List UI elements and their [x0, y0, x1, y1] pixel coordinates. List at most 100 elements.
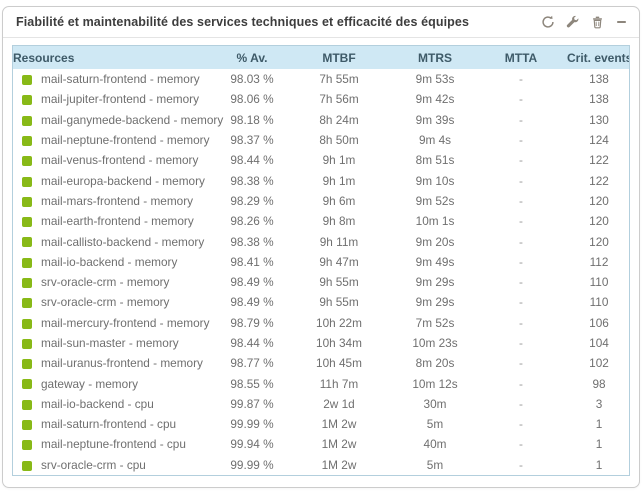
status-ok-icon	[22, 135, 32, 146]
status-ok-icon	[22, 420, 32, 431]
mtta-value: -	[519, 92, 523, 107]
crit-events-value: 138	[589, 92, 609, 107]
resource-name: mail-jupiter-frontend - memory	[41, 92, 199, 107]
table-row[interactable]: mail-neptune-frontend - cpu 99.94 % 1M 2…	[13, 434, 629, 454]
availability-table-container: Resources % Av. MTBF MTRS MTTA Crit. eve…	[12, 45, 630, 476]
mtbf-value: 11h 7m	[319, 376, 359, 391]
status-ok-icon	[22, 196, 32, 207]
crit-events-value: 124	[589, 133, 609, 148]
table-row[interactable]: mail-io-backend - memory 98.41 % 9h 47m …	[13, 252, 629, 272]
status-cell	[13, 110, 41, 130]
mtrs-value: 10m 1s	[415, 214, 455, 229]
table-row[interactable]: mail-saturn-frontend - memory 98.03 % 7h…	[13, 69, 629, 89]
crit-events-value: 102	[589, 356, 609, 371]
mtbf-value: 1M 2w	[321, 417, 357, 432]
column-header-mtrs[interactable]: MTRS	[395, 46, 475, 69]
mtta-value: -	[519, 295, 523, 310]
availability-value: 98.41 %	[230, 254, 274, 269]
resource-name: gateway - memory	[41, 376, 139, 391]
mtbf-value: 9h 11m	[319, 234, 359, 249]
delete-button[interactable]	[590, 14, 605, 30]
status-cell	[13, 353, 41, 373]
table-row[interactable]: srv-oracle-crm - cpu 99.99 % 1M 2w 5m - …	[13, 455, 629, 475]
mtbf-value: 9h 55m	[319, 275, 359, 290]
collapse-button[interactable]	[614, 14, 629, 30]
resource-name: mail-saturn-frontend - memory	[41, 72, 200, 87]
table-row[interactable]: mail-venus-frontend - memory 98.44 % 9h …	[13, 150, 629, 170]
crit-events-value: 130	[589, 112, 609, 127]
mtbf-value: 1M 2w	[321, 437, 357, 452]
wrench-icon	[566, 15, 580, 29]
refresh-button[interactable]	[540, 14, 556, 30]
column-header-mtbf[interactable]: MTBF	[283, 46, 395, 69]
column-header-resources[interactable]: Resources	[13, 46, 221, 69]
crit-events-value: 1	[595, 457, 603, 472]
column-header-availability[interactable]: % Av.	[221, 46, 283, 69]
table-row[interactable]: mail-jupiter-frontend - memory 98.06 % 7…	[13, 89, 629, 109]
crit-events-value: 104	[589, 336, 609, 350]
table-row[interactable]: gateway - memory 98.55 % 11h 7m 10m 12s …	[13, 373, 629, 393]
mtbf-value: 10h 45m	[316, 356, 362, 371]
table-row[interactable]: mail-mercury-frontend - memory 98.79 % 1…	[13, 313, 629, 333]
crit-events-value: 3	[595, 396, 603, 411]
status-cell	[13, 231, 41, 251]
mtbf-value: 9h 1m	[322, 153, 356, 168]
table-row[interactable]: srv-oracle-crm - memory 98.49 % 9h 55m 9…	[13, 292, 629, 312]
availability-value: 98.49 %	[230, 275, 274, 290]
table-row[interactable]: mail-io-backend - cpu 99.87 % 2w 1d 30m …	[13, 394, 629, 414]
mtrs-value: 10m 23s	[412, 336, 458, 350]
mtrs-value: 8m 20s	[415, 356, 455, 371]
status-ok-icon	[22, 237, 32, 248]
availability-value: 98.18 %	[230, 112, 274, 127]
table-row[interactable]: mail-saturn-frontend - cpu 99.99 % 1M 2w…	[13, 414, 629, 434]
mtta-value: -	[519, 417, 523, 432]
resource-name: srv-oracle-crm - memory	[41, 295, 170, 310]
resource-name: mail-io-backend - cpu	[41, 396, 154, 411]
mtbf-value: 9h 1m	[322, 173, 356, 188]
mtta-value: -	[519, 133, 523, 148]
mtrs-value: 9m 53s	[415, 72, 455, 87]
mtta-value: -	[519, 396, 523, 411]
status-cell	[13, 150, 41, 170]
availability-value: 98.06 %	[230, 92, 274, 107]
table-row[interactable]: mail-earth-frontend - memory 98.26 % 9h …	[13, 211, 629, 231]
crit-events-value: 120	[589, 214, 609, 229]
availability-value: 98.49 %	[230, 295, 274, 310]
mtta-value: -	[519, 315, 523, 330]
status-cell	[13, 69, 41, 89]
table-row[interactable]: mail-neptune-frontend - memory 98.37 % 8…	[13, 130, 629, 150]
mtbf-value: 10h 34m	[316, 336, 362, 350]
mtrs-value: 9m 4s	[418, 133, 452, 148]
table-row[interactable]: mail-mars-frontend - memory 98.29 % 9h 6…	[13, 191, 629, 211]
mtbf-value: 9h 8m	[322, 214, 356, 229]
table-row[interactable]: mail-ganymede-backend - memory 98.18 % 8…	[13, 110, 629, 130]
mtrs-value: 9m 29s	[415, 275, 455, 290]
configure-button[interactable]	[565, 14, 581, 30]
mtta-value: -	[519, 173, 523, 188]
resource-name: mail-neptune-frontend - cpu	[41, 437, 186, 452]
crit-events-value: 110	[589, 275, 609, 290]
crit-events-value: 120	[589, 193, 609, 208]
column-header-crit-events[interactable]: Crit. events	[567, 46, 629, 69]
mtbf-value: 8h 24m	[319, 112, 359, 127]
table-row[interactable]: mail-sun-master - memory 98.44 % 10h 34m…	[13, 333, 629, 353]
status-cell	[13, 333, 41, 353]
availability-table: Resources % Av. MTBF MTRS MTTA Crit. eve…	[13, 46, 629, 475]
table-row[interactable]: mail-uranus-frontend - memory 98.77 % 10…	[13, 353, 629, 373]
mtbf-value: 7h 55m	[319, 72, 359, 87]
availability-value: 98.29 %	[230, 193, 274, 208]
status-ok-icon	[22, 460, 32, 471]
resource-name: mail-io-backend - memory	[41, 254, 178, 269]
status-cell	[13, 434, 41, 454]
crit-events-value: 1	[595, 437, 603, 452]
status-ok-icon	[22, 318, 32, 329]
table-row[interactable]: mail-callisto-backend - memory 98.38 % 9…	[13, 231, 629, 251]
resource-name: mail-europa-backend - memory	[41, 173, 205, 188]
mtta-value: -	[519, 437, 523, 452]
status-ok-icon	[22, 338, 32, 349]
column-header-mtta[interactable]: MTTA	[475, 46, 567, 69]
table-row[interactable]: mail-europa-backend - memory 98.38 % 9h …	[13, 170, 629, 190]
status-cell	[13, 292, 41, 312]
status-ok-icon	[22, 379, 32, 390]
table-row[interactable]: srv-oracle-crm - memory 98.49 % 9h 55m 9…	[13, 272, 629, 292]
